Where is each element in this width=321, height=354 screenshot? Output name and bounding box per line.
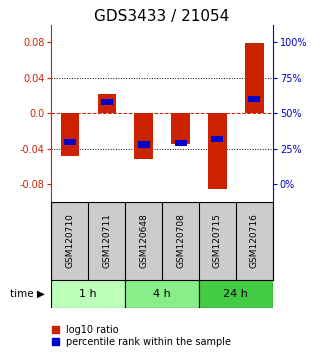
Bar	[101, 99, 113, 105]
Bar	[61, 113, 79, 156]
Bar	[51, 280, 125, 308]
Text: GSM120716: GSM120716	[250, 213, 259, 268]
Bar	[134, 113, 153, 159]
Legend: log10 ratio, percentile rank within the sample: log10 ratio, percentile rank within the …	[50, 323, 233, 349]
Bar	[245, 43, 264, 113]
Text: GSM120710: GSM120710	[65, 213, 74, 268]
Bar	[171, 113, 190, 144]
Text: GSM120648: GSM120648	[139, 213, 148, 268]
Bar	[175, 140, 187, 146]
Bar	[208, 113, 227, 188]
Text: 4 h: 4 h	[153, 289, 171, 299]
Title: GDS3433 / 21054: GDS3433 / 21054	[94, 8, 230, 24]
Text: time ▶: time ▶	[10, 289, 45, 299]
Text: GSM120708: GSM120708	[176, 213, 185, 268]
Bar	[64, 138, 76, 145]
Bar	[98, 94, 116, 113]
Bar	[212, 136, 223, 142]
Text: GSM120715: GSM120715	[213, 213, 222, 268]
Text: 1 h: 1 h	[80, 289, 97, 299]
Bar	[138, 141, 150, 148]
Bar	[125, 280, 199, 308]
Bar	[199, 280, 273, 308]
Bar	[248, 96, 260, 102]
Text: GSM120711: GSM120711	[102, 213, 111, 268]
Text: 24 h: 24 h	[223, 289, 248, 299]
